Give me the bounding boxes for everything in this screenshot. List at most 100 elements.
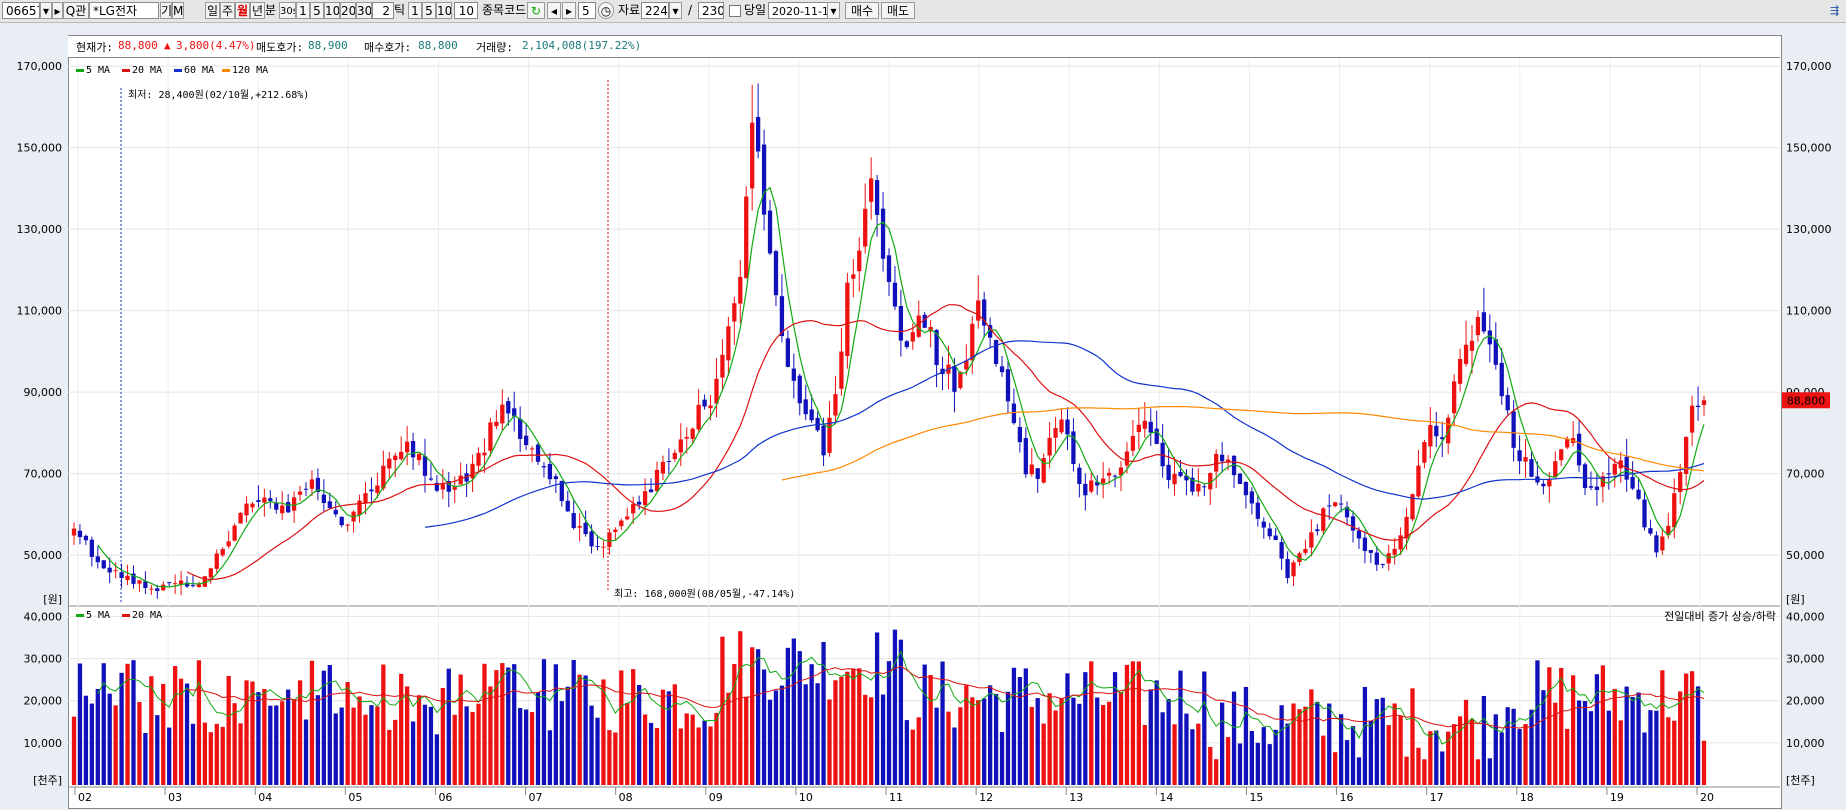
volume-bar [898, 639, 904, 785]
candle-body [1011, 403, 1017, 424]
candle-body [910, 332, 915, 342]
volume-bar [178, 678, 184, 785]
volume-bar [1689, 671, 1695, 785]
search-button[interactable]: Q관 [63, 2, 89, 19]
tick-10-button[interactable]: 10 [436, 2, 452, 19]
volume-bar [750, 647, 755, 785]
month-label: 17 [1430, 791, 1444, 804]
candle-body [1047, 437, 1052, 456]
minute-1-button[interactable]: 1 [296, 2, 310, 19]
volume-bar [791, 638, 796, 785]
candle-body [714, 378, 719, 404]
tick-input[interactable]: 2 [372, 2, 394, 19]
tick-5-button[interactable]: 5 [422, 2, 436, 19]
candle-body [607, 532, 612, 547]
candle-body [393, 455, 398, 461]
data-count-dropdown-icon[interactable]: ▾ [669, 2, 682, 19]
volume-label: 거래량: [476, 41, 513, 54]
volume-bar [1684, 673, 1689, 785]
expand-icon[interactable]: ⇶ [1830, 4, 1840, 17]
month-label: 10 [799, 791, 813, 804]
candle-body [488, 422, 493, 451]
volume-bar [256, 692, 261, 785]
data-count-select[interactable]: 224 [641, 2, 669, 19]
stock-name-field[interactable]: *LG전자 [89, 2, 159, 19]
volume-bar [1190, 729, 1195, 785]
candle-body [518, 418, 523, 439]
period-30s-button[interactable]: 30s [279, 2, 296, 19]
volume-bar [315, 695, 321, 785]
period-month-button[interactable]: 월 [235, 2, 250, 19]
volume-bar [422, 704, 428, 785]
period-day-button[interactable]: 일 [205, 2, 220, 19]
code-next-icon[interactable]: ▸ [52, 2, 63, 19]
legend-swatch [122, 69, 130, 72]
candle-body [1136, 424, 1141, 433]
candle-body [1547, 479, 1552, 487]
volume-bar [446, 668, 451, 785]
date-picker[interactable]: 2020-11-18 [768, 2, 828, 19]
candle-body [654, 469, 660, 492]
candle-body [577, 526, 582, 528]
volume-bar [946, 711, 951, 785]
tick-1-button[interactable]: 1 [408, 2, 422, 19]
volume-bar [1654, 710, 1659, 785]
volume-bar [190, 723, 196, 785]
gi-button[interactable]: 기 [160, 2, 172, 19]
volume-bar [161, 683, 166, 785]
candle-body [1594, 486, 1600, 490]
buy-button[interactable]: 매수 [845, 2, 879, 19]
refresh-icon[interactable]: ↻ [527, 2, 545, 19]
minute-10-button[interactable]: 10 [324, 2, 340, 19]
volume-bar [1570, 675, 1576, 785]
code-label: 종목코드 [482, 3, 526, 17]
price-tick-label-left: 130,000 [17, 223, 63, 236]
sell-button[interactable]: 매도 [881, 2, 915, 19]
candle-body [755, 116, 761, 152]
stock-code-input[interactable]: 066570 [2, 2, 40, 19]
candle-body [167, 582, 172, 584]
m-button[interactable]: M [172, 2, 184, 19]
tick-count-input[interactable]: 10 [454, 2, 478, 19]
candle-body [512, 408, 517, 417]
legend-swatch [174, 69, 182, 72]
volume-bar [833, 680, 838, 785]
minute-5-button[interactable]: 5 [310, 2, 324, 19]
today-checkbox[interactable] [729, 5, 741, 17]
candle-body [113, 570, 118, 572]
minute-30-button[interactable]: 30 [356, 2, 372, 19]
next-arrow-icon[interactable]: ▸ [562, 2, 576, 19]
candle-body [821, 425, 826, 456]
candle-body [410, 441, 416, 458]
candle-body [940, 368, 945, 375]
period-year-button[interactable]: 년 [250, 2, 265, 19]
volume-bar [1440, 751, 1445, 785]
volume-bar [512, 664, 517, 785]
minute-20-button[interactable]: 20 [340, 2, 356, 19]
volume-bar [1023, 668, 1028, 785]
period-week-button[interactable]: 주 [220, 2, 235, 19]
volume-bar [982, 698, 987, 785]
candle-body [333, 509, 338, 515]
up-triangle-icon: ▲ [164, 39, 171, 52]
candle-body [1118, 467, 1124, 476]
candle-body [720, 354, 725, 378]
step-input[interactable]: 5 [578, 2, 596, 19]
volume-bar [928, 675, 933, 785]
volume-bar [1600, 665, 1606, 785]
candle-body [1112, 475, 1118, 477]
volume-bar [619, 670, 624, 785]
volume-bar [327, 665, 332, 785]
price-tick-label-right: 150,000 [1786, 142, 1832, 155]
volume-bar [1475, 759, 1481, 785]
volume-bar [702, 720, 707, 785]
candle-body [1517, 450, 1522, 462]
volume-bar [1630, 697, 1635, 785]
prev-arrow-icon[interactable]: ◂ [547, 2, 561, 19]
volume-bar [220, 726, 225, 785]
volume-bar [1457, 716, 1463, 785]
clock-icon[interactable]: ◷ [598, 2, 614, 19]
code-dropdown-icon[interactable]: ▾ [40, 2, 52, 19]
date-dropdown-icon[interactable]: ▾ [827, 2, 840, 19]
